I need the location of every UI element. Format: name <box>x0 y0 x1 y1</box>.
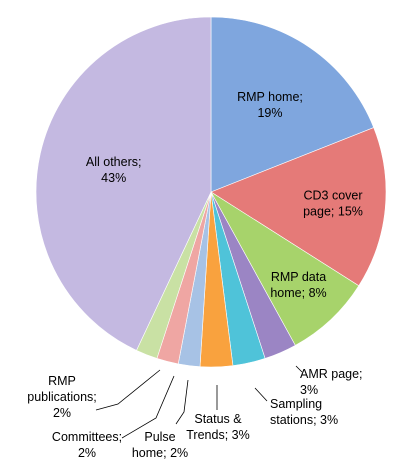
slice-label-pulse-home: Pulse home; 2% <box>132 430 188 460</box>
leader-line-sampling-stations <box>254 387 268 402</box>
slice-label-status-trends: Status & Trends; 3% <box>186 412 249 442</box>
slice-label-rmp-home: RMP home; 19% <box>237 90 303 120</box>
slice-label-line: 2% <box>53 406 71 420</box>
leader-line-pulse-home <box>175 379 189 425</box>
slice-label-sampling-stations: Sampling stations; 3% <box>270 397 338 427</box>
slice-label-line: Sampling <box>270 397 322 411</box>
slice-label-line: 19% <box>257 106 282 120</box>
pie-slice-cd3-cover-page <box>210 127 387 287</box>
slice-label-line: publications; <box>27 390 97 404</box>
leader-line-amr-page <box>295 365 303 373</box>
slice-label-line: home; 8% <box>270 286 326 300</box>
slice-label-line: home; 2% <box>132 446 188 460</box>
slice-label-line: RMP <box>48 374 76 388</box>
slice-label-line: stations; 3% <box>270 413 338 427</box>
slice-label-line: 3% <box>300 383 318 397</box>
slice-label-all-others: All others; 43% <box>86 155 142 185</box>
slice-label-line: All others; <box>86 155 142 169</box>
slice-label-rmp-data-home: RMP data home; 8% <box>270 270 326 300</box>
slice-label-line: Status & <box>194 412 242 426</box>
slice-label-line: page; 15% <box>303 205 363 219</box>
slice-label-line: CD3 cover <box>303 189 362 203</box>
slice-label-committees: Committees; 2% <box>52 430 122 460</box>
slice-label-line: Committees; <box>52 430 122 444</box>
pie-slice-rmp-home <box>210 16 375 193</box>
pie-slice-all-others <box>35 16 212 351</box>
slice-label-amr-page: AMR page; 3% <box>300 367 363 397</box>
slice-label-rmp-publications: RMP publications; 2% <box>27 374 97 420</box>
slice-label-line: AMR page; <box>300 367 363 381</box>
slice-label-line: Trends; 3% <box>186 428 249 442</box>
slice-label-line: Pulse <box>144 430 175 444</box>
slice-label-cd3-cover-page: CD3 cover page; 15% <box>303 189 363 219</box>
leader-line-committees <box>121 375 175 439</box>
slice-label-line: RMP home; <box>237 90 303 104</box>
slice-label-line: 43% <box>101 171 126 185</box>
leader-line-rmp-publications <box>95 369 161 411</box>
slice-label-line: 2% <box>78 446 96 460</box>
slice-label-line: RMP data <box>271 270 326 284</box>
